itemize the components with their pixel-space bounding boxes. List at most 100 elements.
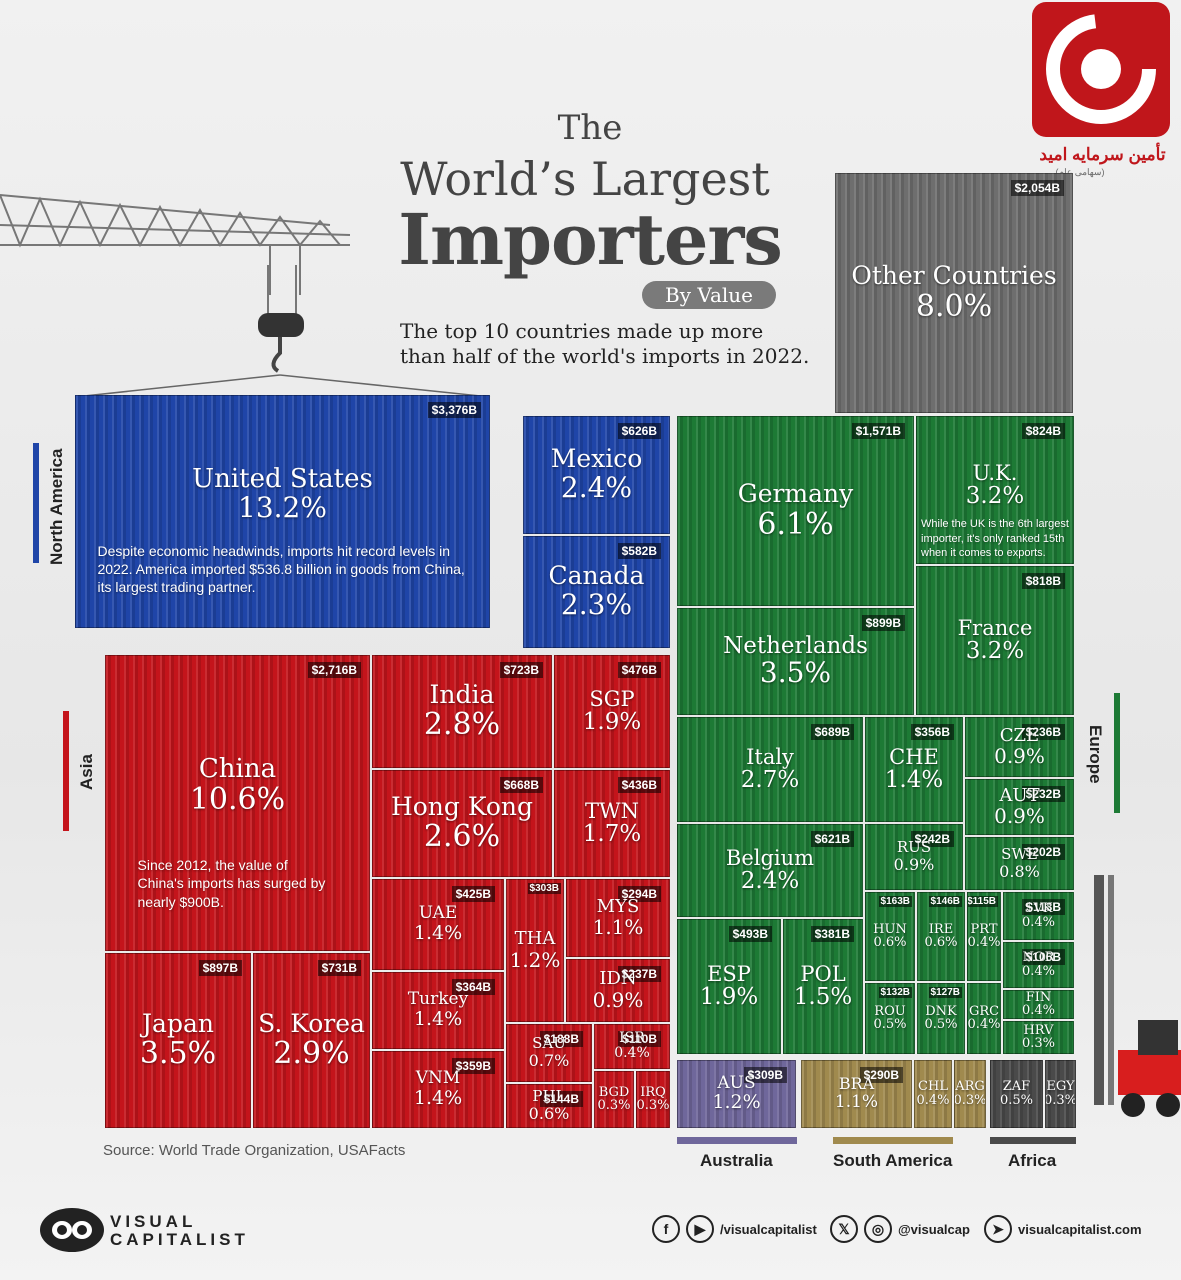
value-label: $425B xyxy=(451,886,495,902)
social-handle-2[interactable]: @visualcap xyxy=(898,1221,970,1237)
tile-uae: $425B UAE 1.4% xyxy=(372,879,504,970)
tile-bra: $290B BRA 1.1% xyxy=(801,1060,912,1128)
tile-egy: EGY 0.3% xyxy=(1045,1060,1076,1128)
tile-bgd: BGD 0.3% xyxy=(594,1071,634,1128)
tile-grc: GRC 0.4% xyxy=(967,983,1001,1054)
country-name: HRV xyxy=(1023,1022,1054,1038)
x-icon[interactable]: 𝕏 xyxy=(830,1215,858,1243)
country-name: CZE xyxy=(999,724,1040,746)
share-label: 0.4% xyxy=(1021,914,1056,930)
country-name: ARG xyxy=(955,1079,985,1095)
country-name: AUS xyxy=(717,1072,756,1093)
social-group-3: ➤ visualcapitalist.com xyxy=(984,1212,1142,1246)
value-label: $3,376B xyxy=(427,402,481,418)
subtitle-line2: than half of the world's imports in 2022… xyxy=(400,344,810,368)
instagram-icon[interactable]: ◎ xyxy=(864,1215,892,1243)
value-label: $290B xyxy=(859,1067,903,1083)
tile-cze: $236B CZE 0.9% xyxy=(965,717,1074,777)
country-name: DNK xyxy=(925,1003,957,1019)
youtube-icon[interactable]: ▶ xyxy=(686,1215,714,1243)
country-name: BRA xyxy=(838,1074,875,1094)
country-name: Japan xyxy=(142,1008,214,1038)
share-label: 2.4% xyxy=(560,470,633,504)
australia-bar xyxy=(677,1137,797,1144)
value-label: $897B xyxy=(198,960,242,976)
country-name: Italy xyxy=(746,744,794,769)
tile-dnk: $127B DNK 0.5% xyxy=(917,983,965,1054)
brand-logo xyxy=(1032,2,1170,137)
asia-label: Asia xyxy=(77,754,96,790)
annotation-note: Since 2012, the value of China's imports… xyxy=(137,857,326,910)
website-link[interactable]: visualcapitalist.com xyxy=(1018,1221,1142,1237)
value-label: $132B xyxy=(878,987,912,998)
country-name: PRT xyxy=(970,921,998,937)
tile-s-korea: $731B S. Korea 2.9% xyxy=(253,953,370,1128)
country-name: POL xyxy=(800,961,846,986)
tile-phl: $144B PHL 0.6% xyxy=(506,1084,592,1128)
vc-logo-mark xyxy=(38,1204,106,1261)
north-america-label: North America xyxy=(47,448,66,565)
title-line1: World’s Largest xyxy=(400,152,770,206)
country-name: IRE xyxy=(928,921,954,937)
share-label: 1.4% xyxy=(413,921,463,944)
tile-mys: $294B MYS 1.1% xyxy=(566,879,670,957)
tile-idn: $237B IDN 0.9% xyxy=(566,959,670,1022)
cursor-icon[interactable]: ➤ xyxy=(984,1215,1012,1243)
share-label: 0.9% xyxy=(893,855,935,875)
share-label: 1.2% xyxy=(509,947,561,972)
country-name: France xyxy=(957,615,1033,640)
tile-esp: $493B ESP 1.9% xyxy=(677,919,781,1054)
vc-logo-icon xyxy=(40,1208,104,1252)
tile-other-countries: $2,054B Other Countries 8.0% xyxy=(835,173,1073,413)
tile-irq: IRQ 0.3% xyxy=(636,1071,670,1128)
share-label: 3.5% xyxy=(139,1036,217,1072)
value-label: $899B xyxy=(861,615,905,631)
vc-brand-line1: VISUAL xyxy=(110,1212,197,1231)
logo-mark-icon xyxy=(1032,2,1170,137)
value-label: $202B xyxy=(1021,844,1065,860)
social-group-1: f ▶ /visualcapitalist xyxy=(652,1212,817,1246)
value-label: $1,571B xyxy=(851,423,905,439)
share-label: 0.3% xyxy=(636,1098,670,1114)
tile-ire: $146B IRE 0.6% xyxy=(917,892,965,981)
share-label: 1.7% xyxy=(582,820,642,847)
share-label: 0.4% xyxy=(967,1017,1001,1033)
country-name: ISR xyxy=(619,1030,645,1047)
country-name: Turkey xyxy=(407,989,469,1010)
country-name: India xyxy=(429,679,495,709)
logo-name: تأمین سرمایه امید xyxy=(1039,145,1166,164)
value-label: $232B xyxy=(1021,786,1065,802)
share-label: 0.6% xyxy=(873,935,907,951)
value-label: $626B xyxy=(617,423,661,439)
country-name: Hong Kong xyxy=(390,791,534,821)
tile-germany: $1,571B Germany 6.1% xyxy=(677,416,914,606)
tile-united-states: $3,376B United States 13.2% Despite economi… xyxy=(75,395,490,628)
share-label: 3.5% xyxy=(759,656,832,690)
country-name: Germany xyxy=(737,479,854,509)
share-label: 0.9% xyxy=(592,987,644,1012)
vc-brand-line2: CAPITALIST xyxy=(110,1230,249,1249)
tile-vnm: $359B VNM 1.4% xyxy=(372,1051,504,1128)
share-label: 2.3% xyxy=(560,587,633,621)
share-label: 0.5% xyxy=(999,1092,1034,1108)
tile-mexico: $626B Mexico 2.4% xyxy=(523,416,670,534)
tile-hong-kong: $668B Hong Kong 2.6% xyxy=(372,770,552,877)
tile-japan: $897B Japan 3.5% xyxy=(105,953,251,1128)
share-label: 2.8% xyxy=(423,707,501,743)
share-label: 2.7% xyxy=(740,766,800,793)
value-label: $2,716B xyxy=(307,662,361,678)
value-label: $824B xyxy=(1021,423,1065,439)
value-label: $127B xyxy=(928,987,962,998)
share-label: 8.0% xyxy=(915,288,993,324)
value-label: $146B xyxy=(928,896,962,907)
source-note: Source: World Trade Organization, USAFac… xyxy=(103,1142,406,1159)
country-name: IRQ xyxy=(640,1084,666,1100)
share-label: 0.5% xyxy=(924,1017,958,1033)
share-label: 3.2% xyxy=(965,637,1025,664)
country-name: Other Countries xyxy=(851,261,1057,291)
share-label: 0.3% xyxy=(954,1092,986,1108)
facebook-icon[interactable]: f xyxy=(652,1215,680,1243)
value-label: $188B xyxy=(539,1031,583,1047)
tile-pol: $381B POL 1.5% xyxy=(783,919,863,1054)
social-handle-1[interactable]: /visualcapitalist xyxy=(720,1221,817,1237)
